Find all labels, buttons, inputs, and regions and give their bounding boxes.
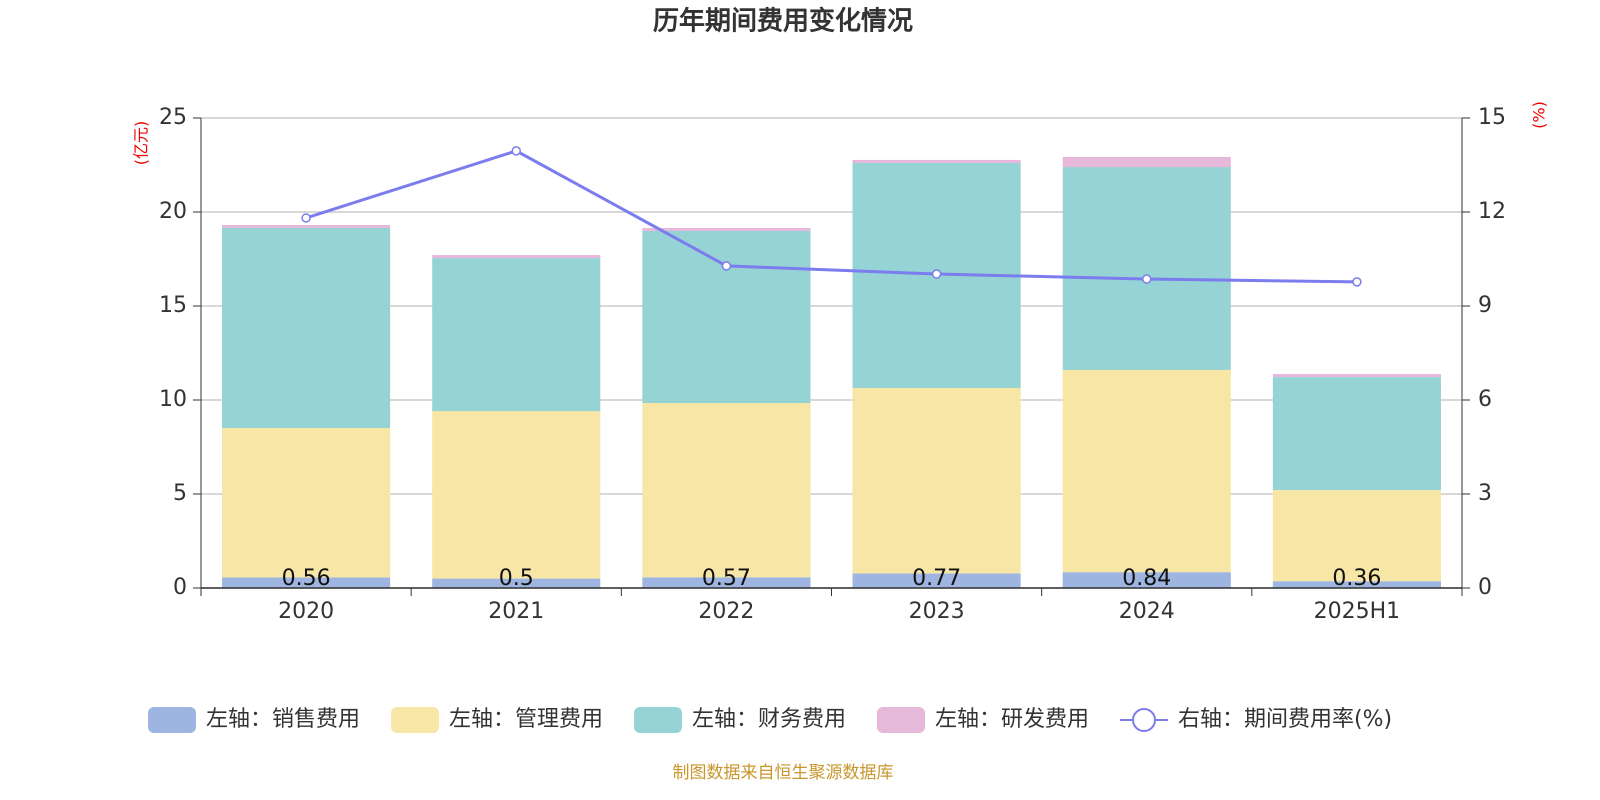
data-label: 0.36 [1332,566,1381,591]
y-tick-label: 20 [159,199,187,224]
bar-segment [1272,374,1441,378]
bar-segment [852,159,1021,163]
bar-segment [432,255,601,259]
bar-segment [222,227,391,429]
bar-segment [1062,167,1231,370]
x-tick-label: 2022 [698,599,754,624]
bar-segment [642,403,811,578]
line [305,149,1357,284]
chart-title: 历年期间费用变化情况 [653,6,913,37]
bar-segment [1062,156,1231,168]
x-tick-label: 2024 [1119,599,1175,624]
line-point [301,213,311,223]
data-label: 0.57 [702,566,751,591]
data-label: 0.84 [1122,566,1171,591]
x-tick-label: 2020 [278,599,334,624]
line-point [511,146,521,156]
y2-axis-label: (%) [1530,101,1549,129]
bar-segment [432,411,601,579]
bar-segment [852,573,1021,588]
bar-segment [642,230,811,404]
legend-swatch [148,707,196,733]
bar-segment [222,577,391,588]
y-tick-label: 5 [173,481,187,506]
x-tick-label: 2021 [488,599,544,624]
source-note: 制图数据来自恒生聚源数据库 [673,763,894,783]
legend-label: 左轴：研发费用 [935,707,1089,732]
bar-segment [222,224,391,228]
legend-label: 左轴：财务费用 [692,707,846,732]
line-point [931,269,942,279]
legend-swatch [634,707,682,733]
y2-tick-label: 15 [1478,105,1506,130]
legend-marker [1132,708,1156,732]
x-tick-label: 2025H1 [1314,599,1401,624]
legend-swatch [877,707,925,733]
data-label: 0.5 [499,566,534,591]
y-tick-label: 15 [159,293,187,318]
bar-segment [852,387,1021,574]
data-label: 0.56 [282,566,331,591]
bar-segment [432,258,601,412]
line-point [1352,277,1362,287]
bar-segment [432,578,601,588]
bar-segment [1272,581,1441,588]
bar-segment [1272,377,1441,491]
bar-segment [1062,572,1231,588]
y2-tick-label: 0 [1478,575,1492,600]
line-point [721,261,732,271]
x-tick-label: 2023 [909,599,965,624]
bar-segment [642,227,811,231]
y2-tick-label: 9 [1478,293,1492,318]
y-tick-label: 0 [173,575,187,600]
legend-label: 左轴：管理费用 [449,707,603,732]
line-point [1142,274,1152,284]
y2-tick-label: 12 [1478,199,1506,224]
y2-tick-label: 3 [1478,481,1492,506]
bar-segment [1272,490,1441,582]
y-axis-label: (亿元) [132,121,151,166]
bar-segment [1062,369,1231,573]
legend-label: 右轴：期间费用率(%) [1178,707,1392,732]
data-label: 0.77 [912,566,961,591]
bar-segment [222,428,391,578]
legend-swatch [391,707,439,733]
y2-tick-label: 6 [1478,387,1492,412]
y-tick-label: 25 [159,105,187,130]
legend-label: 左轴：销售费用 [206,707,360,732]
bar-segment [642,577,811,588]
y-tick-label: 10 [159,387,187,412]
